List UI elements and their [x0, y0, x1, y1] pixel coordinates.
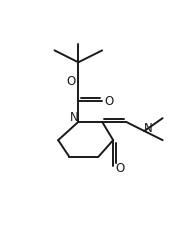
Text: N: N [69, 110, 78, 123]
Text: O: O [116, 162, 125, 174]
Text: O: O [105, 95, 114, 108]
Text: N: N [144, 121, 152, 134]
Text: O: O [66, 75, 75, 88]
